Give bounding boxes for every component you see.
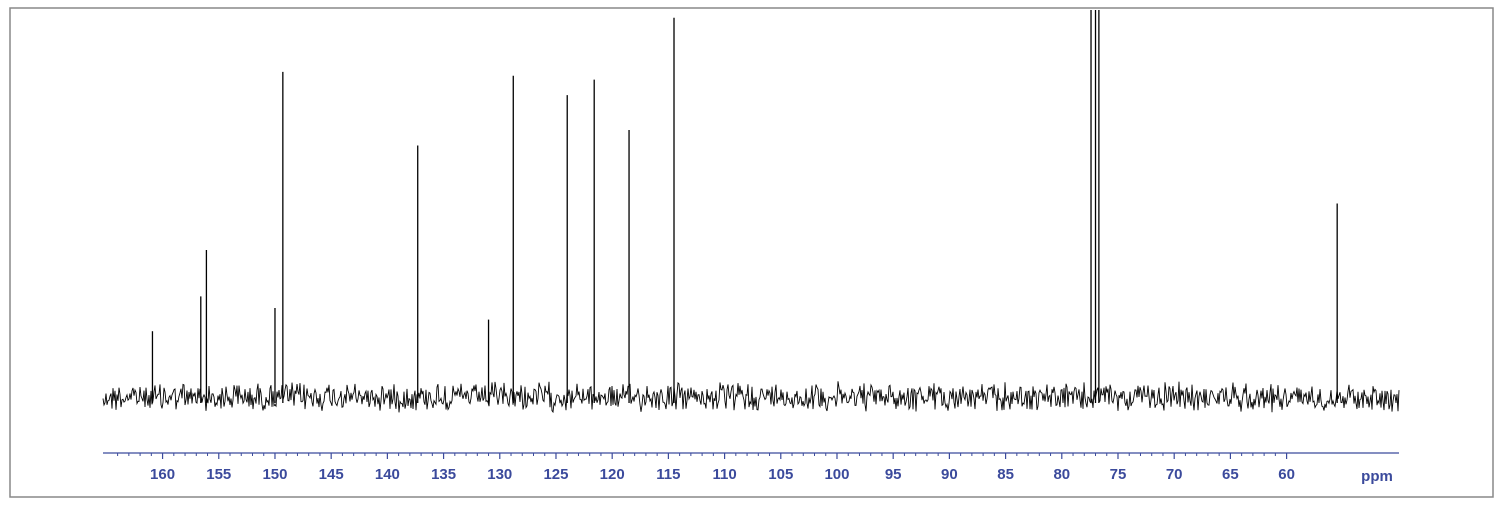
x-tick-label: 70 bbox=[1166, 466, 1183, 483]
x-tick-label: 115 bbox=[656, 466, 680, 483]
baseline-noise bbox=[102, 381, 1400, 414]
x-tick-label: 145 bbox=[319, 466, 344, 483]
x-tick-label: 140 bbox=[375, 466, 400, 483]
frame bbox=[9, 7, 1494, 498]
x-tick-label: 100 bbox=[824, 466, 849, 483]
x-tick-label: 125 bbox=[543, 466, 568, 483]
x-tick-label: 85 bbox=[997, 466, 1014, 483]
x-tick-label: 160 bbox=[150, 466, 175, 483]
x-tick-label: 90 bbox=[941, 466, 958, 483]
x-tick-label: 95 bbox=[885, 466, 902, 483]
x-tick-label: 80 bbox=[1053, 466, 1070, 483]
x-tick-label: 110 bbox=[712, 466, 736, 483]
x-tick-label: 60 bbox=[1278, 466, 1295, 483]
x-tick-label: 105 bbox=[768, 466, 793, 483]
x-tick-label: 150 bbox=[262, 466, 287, 483]
x-tick-label: 120 bbox=[600, 466, 625, 483]
x-tick-label: 75 bbox=[1110, 466, 1127, 483]
x-tick-label: 130 bbox=[487, 466, 512, 483]
x-tick-label: 155 bbox=[206, 466, 231, 483]
x-tick-label: 135 bbox=[431, 466, 456, 483]
x-tick-label: 65 bbox=[1222, 466, 1239, 483]
x-axis-label: ppm bbox=[1361, 468, 1393, 485]
